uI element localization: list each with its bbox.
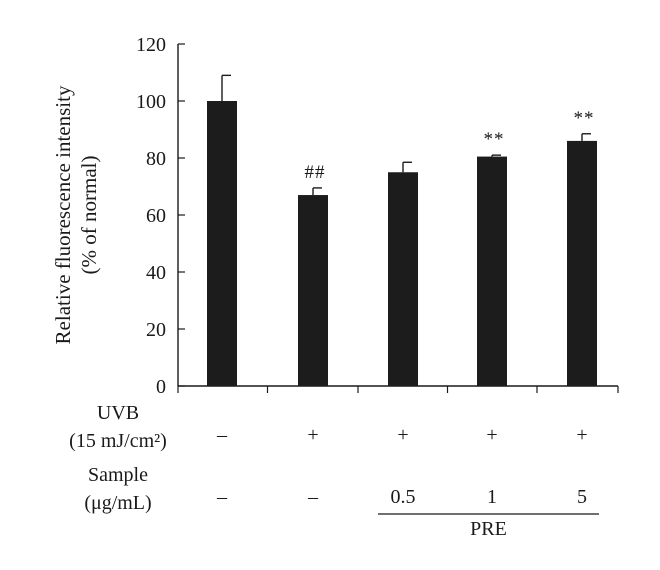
significance-label: ## [305,162,326,183]
condition-row-label: (15 mJ/cm²) [69,430,167,452]
condition-value: 0.5 [391,486,416,508]
significance-label: ** [574,108,595,129]
chart-axes: 0 20 40 60 80 100 120 [136,34,619,398]
bar [567,140,597,386]
bar [298,195,328,386]
condition-value: + [307,424,318,446]
condition-value: 1 [487,486,497,508]
group-label: PRE [470,518,507,540]
condition-row-label: (μg/mL) [84,492,151,514]
y-tick-label: 100 [136,91,166,113]
bars-group [207,74,597,386]
condition-value: 5 [577,486,587,508]
y-tick-label: 40 [146,262,166,284]
significance-label: ** [484,129,505,150]
condition-value: + [486,424,497,446]
bar [207,101,237,386]
condition-value: – [216,424,228,446]
y-tick-label: 20 [146,319,166,341]
bar [388,172,418,386]
condition-value: + [397,424,408,446]
bar [477,156,507,386]
condition-table: UVB (15 mJ/cm²) – + + + + Sample (μg/mL) – – 0.5 1 5 P… [69,402,599,540]
condition-value: + [576,424,587,446]
y-tick-label: 60 [146,205,166,227]
condition-row-label: Sample [88,464,148,486]
condition-row-label: UVB [97,402,139,424]
y-axis-label-line: (% of normal) [77,156,101,275]
y-tick-label: 80 [146,148,166,170]
y-axis-label-line: Relative fluorescence intensity [51,85,75,344]
y-tick-label: 120 [136,34,166,56]
condition-value: – [216,486,228,508]
condition-value: – [307,486,319,508]
y-tick-label: 0 [156,376,166,398]
annotations-group: ## ** ** [305,108,595,183]
y-axis-label: Relative fluorescence intensity (% of nor… [51,85,101,344]
